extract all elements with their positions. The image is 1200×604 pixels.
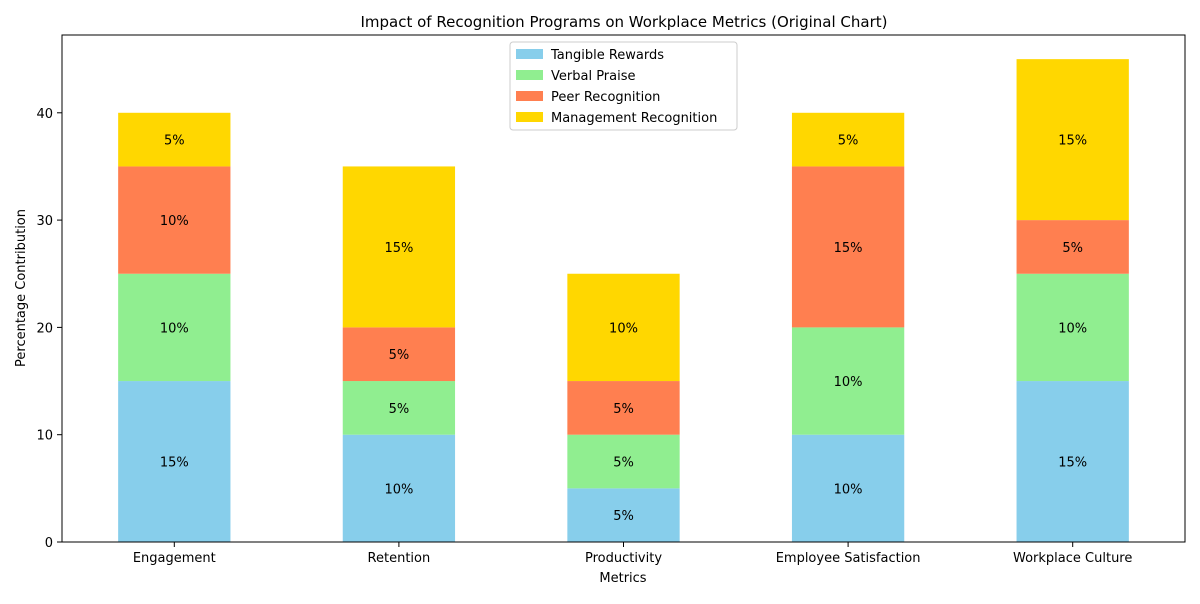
data-label: 5% xyxy=(613,456,634,471)
data-label: 10% xyxy=(609,321,638,336)
data-label: 10% xyxy=(834,482,863,497)
legend-label: Tangible Rewards xyxy=(550,48,664,63)
y-axis-label: Percentage Contribution xyxy=(14,209,29,367)
bar-segment xyxy=(1016,220,1129,274)
bar-segment xyxy=(567,434,680,489)
x-tick-label: Employee Satisfaction xyxy=(776,551,921,566)
legend-label: Verbal Praise xyxy=(551,69,636,84)
bar-segment xyxy=(342,434,456,542)
bar-segment xyxy=(342,381,456,435)
legend-swatch xyxy=(516,70,543,80)
bar-segment xyxy=(1016,59,1129,221)
x-tick-label: Retention xyxy=(368,551,431,566)
data-label: 15% xyxy=(1058,456,1087,471)
legend-box xyxy=(509,41,738,131)
data-label: 5% xyxy=(838,134,859,149)
bar-segment xyxy=(791,112,905,167)
y-tick-label: 30 xyxy=(36,214,53,229)
data-label: 15% xyxy=(834,241,863,256)
axes-layer: 0 10 20 30 40 Engagement Retention Productivity… xyxy=(36,34,1186,566)
legend-swatch xyxy=(516,91,543,101)
legend-label: Peer Recognition xyxy=(551,90,660,105)
bar-segment xyxy=(791,434,905,542)
bar-segment xyxy=(567,273,680,382)
data-label: 10% xyxy=(1058,321,1087,336)
data-label: 5% xyxy=(613,509,634,524)
data-label: 5% xyxy=(1062,241,1083,256)
y-tick-label: 20 xyxy=(36,321,53,336)
bar-segment xyxy=(342,166,456,328)
chart-title: Impact of Recognition Programs on Workpl… xyxy=(360,13,887,31)
data-label: 10% xyxy=(160,321,189,336)
bar-segment xyxy=(791,327,905,435)
bars-layer: 15% 10% 10% 5% 10% 5% 5% 15% 5% 5% 5% 10% 10% 10% 15% 5… xyxy=(118,59,1129,542)
x-tick-label: Workplace Culture xyxy=(1013,551,1132,566)
bar-segment xyxy=(118,273,231,382)
y-tick-label: 40 xyxy=(36,107,53,122)
data-label: 5% xyxy=(164,134,185,149)
legend-swatch xyxy=(516,49,543,59)
bar-segment xyxy=(1016,381,1129,542)
data-label: 15% xyxy=(384,241,413,256)
data-label: 15% xyxy=(160,456,189,471)
legend-label: Management Recognition xyxy=(551,111,717,126)
bar-segment xyxy=(118,381,231,542)
data-label: 5% xyxy=(613,402,634,417)
data-label: 10% xyxy=(834,375,863,390)
x-axis-label: Metrics xyxy=(599,571,646,586)
bar-segment xyxy=(118,166,231,274)
bar-segment xyxy=(567,381,680,435)
data-label: 5% xyxy=(389,402,410,417)
data-label: 10% xyxy=(384,482,413,497)
bar-segment xyxy=(118,112,231,167)
x-tick-label: Productivity xyxy=(585,551,662,566)
y-tick-label: 10 xyxy=(36,429,53,444)
bar-segment xyxy=(342,327,456,382)
bar-segment xyxy=(791,166,905,328)
bar-segment xyxy=(567,488,680,542)
legend: Tangible Rewards Verbal Praise Peer Recogn… xyxy=(509,41,738,131)
data-label: 10% xyxy=(160,214,189,229)
legend-swatch xyxy=(516,112,543,122)
y-tick-label: 0 xyxy=(45,536,53,551)
bar-segment xyxy=(1016,273,1129,382)
data-label: 15% xyxy=(1058,134,1087,149)
x-tick-label: Engagement xyxy=(133,551,216,566)
data-label: 5% xyxy=(389,348,410,363)
